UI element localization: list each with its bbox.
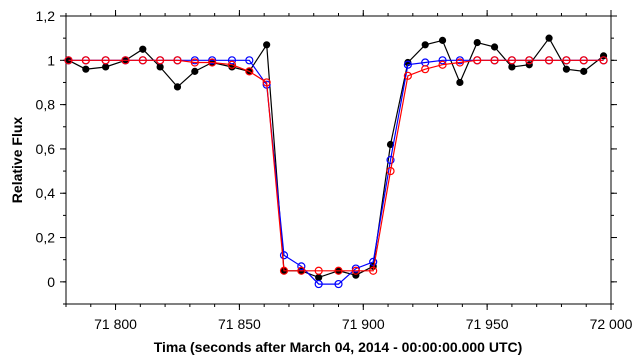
y-axis-title: Relative Flux [9,117,25,204]
y-tick-label: 0 [47,274,55,290]
data-point [490,56,499,65]
data-point [190,58,199,67]
data-point [315,273,323,282]
x-tick-label: 72 000 [590,316,633,332]
data-point [138,56,147,65]
data-point [525,56,534,65]
data-point [562,56,571,65]
data-point [455,58,464,67]
data-point [191,67,199,75]
series-line [68,59,604,285]
data-point [101,56,110,65]
data-point [208,58,217,67]
data-point [421,41,429,49]
data-point [438,36,447,44]
y-tick-label: 0,4 [36,185,56,201]
data-point [263,41,271,49]
data-point [314,279,323,289]
y-axis: 0 0,2 0,4 0,6 0,8 1 1,2 [36,8,617,305]
series-2 [64,56,608,275]
data-point [139,45,147,53]
data-point [334,279,343,289]
data-point [508,63,516,71]
data-point [314,266,323,275]
data-point [173,83,182,91]
data-point [262,78,271,87]
data-point [544,56,554,65]
x-tick-label: 71 850 [218,316,261,332]
data-point [173,56,182,65]
data-point [351,266,360,275]
data-point [369,266,378,275]
y-tick-label: 0,2 [36,230,56,246]
x-tick-label: 71 950 [466,316,509,332]
series-line [68,37,604,279]
data-point [121,56,130,65]
data-point [279,266,289,275]
series-0 [64,34,608,282]
data-point [403,71,412,80]
data-point [227,56,237,65]
data-point [438,60,447,69]
data-point [156,56,165,65]
data-point [386,155,395,165]
data-point [438,56,447,65]
data-point [245,56,254,65]
data-point [369,257,378,267]
data-point [403,60,412,69]
data-point [297,262,306,271]
y-tick-label: 1 [47,52,55,68]
data-point [81,56,90,65]
y-tick-label: 0,8 [36,97,56,113]
data-point [351,264,360,273]
data-point [545,34,553,42]
x-tick-label: 71 800 [94,316,137,332]
data-point [580,67,588,75]
x-tick-label: 71 900 [342,316,385,332]
data-point [297,266,306,275]
data-point [102,63,110,71]
series-1 [64,56,608,289]
data-point [334,266,343,275]
data-point [245,67,254,76]
data-point [562,65,571,73]
data-point [473,38,481,47]
x-axis: 71 800 71 850 71 900 71 950 72 000 [65,10,633,332]
data-point [386,166,395,176]
data-point [64,56,73,65]
data-point [579,56,588,65]
y-tick-label: 0,6 [36,141,56,157]
data-point [599,56,608,65]
data-point [421,65,430,74]
x-axis-title: Tima (seconds after March 04, 2014 - 00:… [154,339,523,355]
data-point [156,63,164,71]
data-point [456,78,464,87]
data-point [455,56,464,65]
data-point [507,56,517,65]
data-point [227,60,237,69]
series-layer [64,34,608,289]
data-point [190,56,199,65]
data-point [208,56,217,65]
y-tick-label: 1,2 [36,8,56,24]
data-point [490,43,499,51]
data-point [279,251,289,260]
data-point [473,56,482,65]
plot-frame [65,15,612,305]
series-line [68,59,604,272]
data-point [82,65,90,73]
